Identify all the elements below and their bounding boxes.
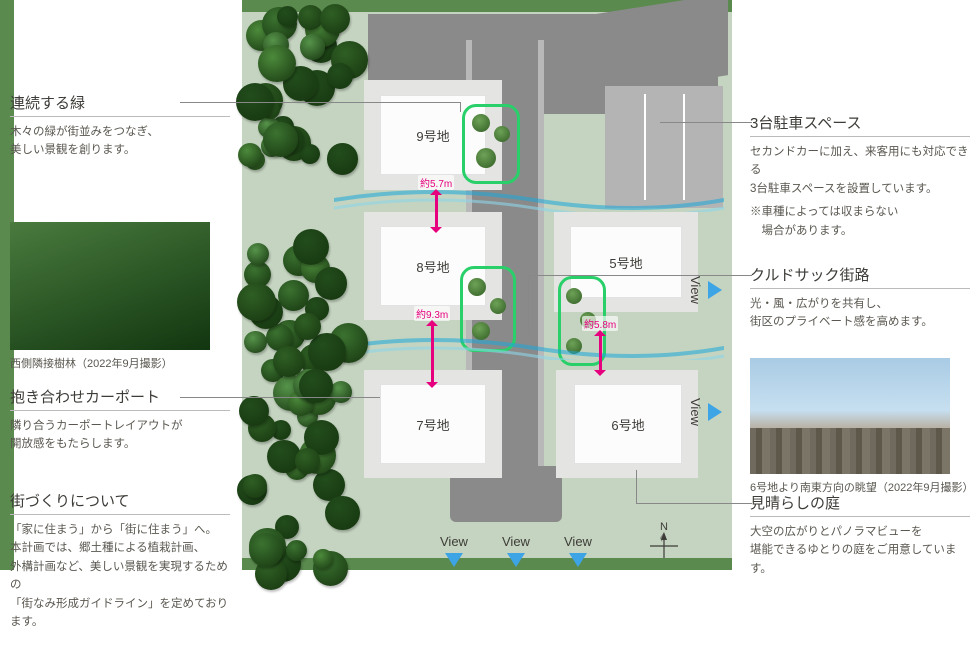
compass-icon: N [644,520,684,567]
road-curb [538,40,544,486]
view-label: View [564,534,592,549]
view-photo [750,358,950,474]
section-culdesac: クルドサック街路 光・風・広がりを共有し、 街区のプライベート感を高めます。 6… [750,264,970,495]
lot-label: 8号地 [416,257,449,276]
shrub [490,298,506,314]
section-body: セカンドカーに加え、来客用にも対応できる 3台駐車スペースを設置しています。 [750,143,970,198]
site-plan-infographic: 9号地 8号地 7号地 5号地 6号地 約5.7m 約9.3m 約5.8m Vi… [0,0,976,623]
view-arrow-right: View [688,398,731,426]
shrub [494,126,510,142]
arrow-right-icon [708,403,731,421]
view-label: View [688,276,703,304]
section-body: 木々の緑が街並みをつなぎ、 美しい景観を創ります。 [10,123,230,160]
planting-bed [462,104,520,184]
shrub [566,288,582,304]
section-body: 隣り合うカーポートレイアウトが 開放感をもたらします。 [10,417,230,454]
view-arrow-down: View [564,534,592,576]
leader-line [528,275,529,335]
lot-7: 7号地 [380,384,486,464]
measurement-5.8m: 約5.8m [582,316,618,373]
lot-6: 6号地 [574,384,682,464]
shrub [472,114,490,132]
section-planning: 街づくりについて 「家に住まう」から「街に住まう」へ。 本計画では、郷土種による… [10,490,230,657]
parking-divider [644,94,646,200]
section-note: ※車種によっては収まらない 場合があります。 [750,203,970,240]
section-body: 大空の広がりとパノラマビューを 堪能できるゆとりの庭をご用意しています。 [750,523,970,578]
leader-line [660,122,752,123]
compass-north-label: N [660,521,668,533]
section-body: 光・風・広がりを共有し、 街区のプライベート感を高めます。 [750,295,970,332]
light-wind-wave [334,186,724,212]
section-carport: 抱き合わせカーポート 隣り合うカーポートレイアウトが 開放感をもたらします。 [10,386,230,480]
measurement-9.3m: 約9.3m [414,306,450,385]
forest-photo [10,222,210,350]
section-title: 抱き合わせカーポート [10,386,230,411]
lot-label: 7号地 [416,415,449,434]
leader-line [636,470,637,503]
shrub [468,278,486,296]
leader-line [180,397,380,398]
light-wind-wave [334,334,724,360]
photo-caption: 西側隣接樹林（2022年9月撮影） [10,355,230,371]
leader-line [636,503,752,504]
left-photo-block: 西側隣接樹林（2022年9月撮影） [10,216,230,371]
arrow-right-icon [708,281,731,299]
view-label: View [502,534,530,549]
section-garden: 見晴らしの庭 大空の広がりとパノラマビューを 堪能できるゆとりの庭をご用意してい… [750,492,970,604]
leader-line [460,102,461,112]
view-label: View [688,398,703,426]
view-arrow-down: View [502,534,530,576]
left-annotation-column: 連続する緑 木々の緑が街並みをつなぎ、 美しい景観を創ります。 [10,92,230,186]
arrow-down-icon [569,553,587,576]
view-arrow-right: View [688,276,731,304]
leader-line [528,275,752,276]
lot-label: 9号地 [416,126,449,145]
section-title: 見晴らしの庭 [750,492,970,517]
lot-label: 5号地 [609,253,642,272]
section-title: 連続する緑 [10,92,230,117]
parking-divider [683,94,685,200]
measurement-5.7m: 約5.7m [418,175,454,230]
arrow-down-icon [445,553,463,576]
view-arrow-down: View [440,534,468,576]
shrub [476,148,496,168]
section-parking: 3台駐車スペース セカンドカーに加え、来客用にも対応できる 3台駐車スペースを設… [750,112,970,266]
section-title: クルドサック街路 [750,264,970,289]
section-title: 街づくりについて [10,490,230,515]
section-body: 「家に住まう」から「街に住まう」へ。 本計画では、郷土種による植栽計画、 外構計… [10,521,230,631]
lot-label: 6号地 [611,415,644,434]
section-title: 3台駐車スペース [750,112,970,137]
view-label: View [440,534,468,549]
arrow-down-icon [507,553,525,576]
leader-line [180,102,460,103]
